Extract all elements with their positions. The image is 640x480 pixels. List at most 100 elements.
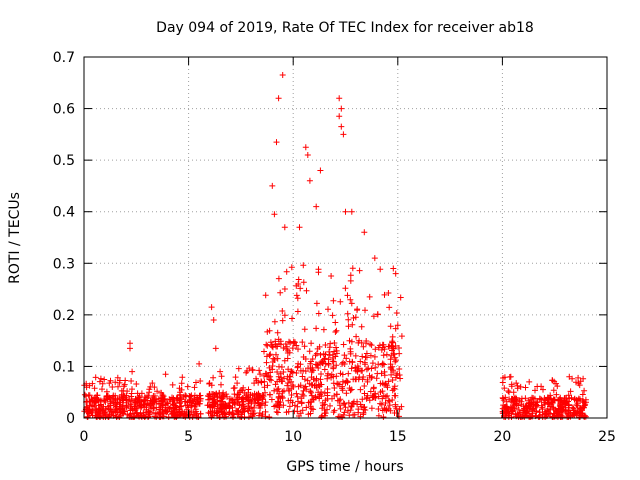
data-point-peak xyxy=(371,255,378,262)
data-point xyxy=(337,405,344,412)
data-point xyxy=(396,350,403,357)
data-point xyxy=(367,352,374,359)
data-point xyxy=(389,347,395,354)
data-point xyxy=(194,396,201,403)
data-point xyxy=(249,366,256,373)
data-point-peak xyxy=(196,360,203,367)
data-point xyxy=(310,396,317,403)
data-point xyxy=(314,362,321,369)
data-point xyxy=(558,407,565,414)
data-point xyxy=(261,378,268,385)
data-point xyxy=(170,412,177,419)
data-point xyxy=(262,402,268,409)
data-point xyxy=(357,386,364,393)
data-point xyxy=(351,411,358,418)
data-point xyxy=(140,409,147,416)
data-point xyxy=(359,367,366,374)
data-point xyxy=(266,414,273,420)
data-point xyxy=(374,370,381,377)
data-point xyxy=(581,399,588,406)
data-point xyxy=(505,406,512,413)
data-point xyxy=(228,396,235,403)
data-point xyxy=(129,406,136,413)
data-point xyxy=(349,321,356,328)
data-point xyxy=(266,391,273,398)
data-point xyxy=(264,328,271,335)
data-point xyxy=(281,357,288,364)
data-point xyxy=(263,341,270,348)
data-point xyxy=(287,373,294,380)
data-point-peak xyxy=(336,95,343,102)
data-point xyxy=(234,380,241,387)
data-point xyxy=(315,365,322,371)
data-point xyxy=(172,408,178,415)
y-tick-label: 0.1 xyxy=(53,359,75,375)
y-tick-label: 0 xyxy=(66,411,75,427)
data-point xyxy=(358,403,365,410)
data-point xyxy=(308,392,315,399)
data-point xyxy=(377,389,384,396)
y-tick-label: 0.7 xyxy=(53,50,75,66)
data-point xyxy=(375,406,382,412)
data-point xyxy=(158,390,165,396)
data-point xyxy=(567,388,574,395)
data-point xyxy=(390,265,397,272)
data-point xyxy=(238,387,245,393)
data-point xyxy=(392,403,399,410)
data-point xyxy=(105,392,111,399)
data-point xyxy=(372,364,379,371)
data-point xyxy=(239,398,246,405)
data-point xyxy=(291,408,298,415)
data-point xyxy=(551,396,558,403)
data-point xyxy=(381,291,388,298)
data-point xyxy=(294,295,301,302)
data-point-peak xyxy=(212,345,219,352)
data-point xyxy=(331,407,338,414)
data-point xyxy=(300,262,307,269)
data-point xyxy=(149,394,156,401)
data-point xyxy=(130,410,137,417)
data-point xyxy=(101,376,108,383)
data-point xyxy=(336,402,343,409)
data-point xyxy=(223,405,230,412)
data-point xyxy=(300,354,307,360)
data-point xyxy=(153,404,160,411)
data-point-peak xyxy=(507,373,514,380)
data-point xyxy=(339,387,346,394)
data-point xyxy=(275,385,282,392)
data-point xyxy=(176,400,183,407)
data-point xyxy=(363,394,370,401)
data-point xyxy=(91,385,98,392)
data-point-peak xyxy=(304,152,311,158)
data-point xyxy=(169,381,176,388)
data-point xyxy=(522,395,529,402)
data-point xyxy=(332,329,339,335)
data-point xyxy=(107,377,114,384)
data-point xyxy=(286,387,293,394)
data-point xyxy=(544,396,551,403)
data-point xyxy=(313,350,320,357)
data-point xyxy=(387,356,394,363)
data-point xyxy=(526,378,533,385)
data-point xyxy=(114,403,120,410)
data-point xyxy=(274,409,281,416)
data-point xyxy=(262,292,269,299)
data-point xyxy=(513,396,520,402)
data-point xyxy=(263,359,270,366)
data-point xyxy=(360,411,367,418)
data-point xyxy=(184,399,191,406)
data-point xyxy=(341,409,348,416)
data-point xyxy=(259,396,266,403)
data-point xyxy=(191,403,198,410)
data-point xyxy=(275,402,282,409)
data-point xyxy=(320,402,326,409)
data-point xyxy=(554,383,561,390)
data-point xyxy=(380,414,387,420)
data-point xyxy=(343,390,350,397)
data-point xyxy=(553,410,560,417)
data-point xyxy=(191,384,198,391)
data-point xyxy=(381,381,388,388)
data-point xyxy=(179,374,186,381)
data-point xyxy=(322,397,329,404)
data-point xyxy=(305,411,312,418)
